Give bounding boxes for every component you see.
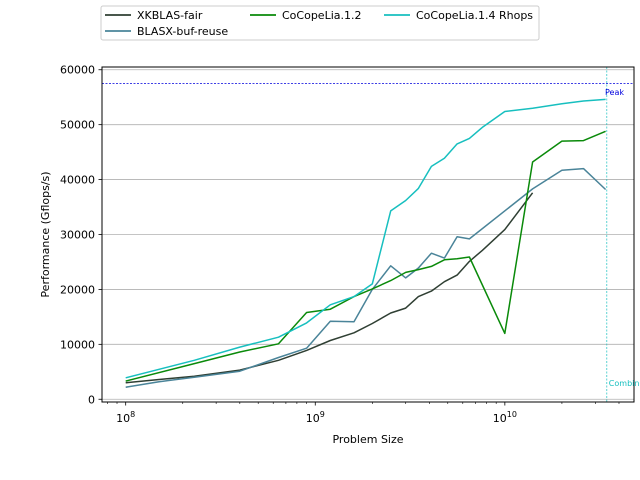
series-line-cocopelia-1-4-rhops [125, 98, 606, 379]
legend-box [100, 5, 540, 41]
y-tick-label: 10000 [60, 338, 95, 351]
combined-label: Combined [609, 379, 640, 388]
x-tick-label: 108 [116, 410, 135, 425]
x-tick-base: 10 [306, 412, 320, 425]
annotations [102, 67, 634, 402]
annotation-labels: Peak Combined [605, 88, 640, 388]
y-tick-label: 40000 [60, 174, 95, 187]
x-tick-base: 10 [116, 412, 130, 425]
y-tick-label: 50000 [60, 119, 95, 132]
legend-entry: BLASX-buf-reuse [137, 25, 228, 38]
legend: XKBLAS-fair BLASX-buf-reuse CoCopeLia.1.2 C… [100, 5, 540, 41]
grid [102, 69, 634, 400]
y-tick-label: 0 [88, 393, 95, 406]
y-tick-label: 60000 [60, 64, 95, 77]
series-line-xkblas-fair [125, 192, 534, 384]
legend-entry: CoCopeLia.1.4 Rhops [416, 9, 533, 22]
x-tick-exponent: 9 [320, 410, 325, 419]
legend-entry: CoCopeLia.1.2 [282, 9, 362, 22]
peak-label: Peak [605, 88, 624, 97]
y-axis-label: Performance (Gflops/s) [39, 171, 52, 297]
x-tick-label: 109 [306, 410, 325, 425]
legend-entry: XKBLAS-fair [137, 9, 203, 22]
y-tick-label: 30000 [60, 229, 95, 242]
y-tick-label: 20000 [60, 283, 95, 296]
series-line-cocopelia-1-2 [125, 130, 606, 382]
x-tick-base: 10 [493, 412, 507, 425]
series-lines [125, 98, 607, 388]
x-axis-label: Problem Size [332, 433, 403, 446]
x-tick-exponent: 10 [507, 410, 517, 419]
x-tick-label: 1010 [493, 410, 517, 425]
x-tick-exponent: 8 [130, 410, 135, 419]
series-line-blasx-buf-reuse [125, 167, 607, 388]
